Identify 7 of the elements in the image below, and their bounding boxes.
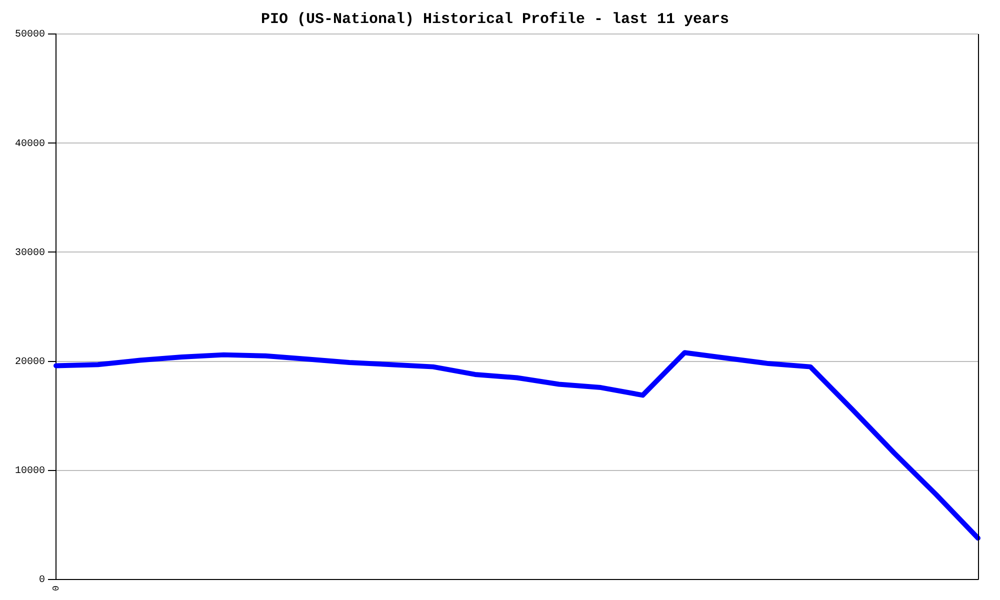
chart-title: PIO (US-National) Historical Profile - last 11 years	[260, 10, 730, 28]
y-tick-label: 30000	[14, 248, 46, 259]
y-tick-label: 20000	[14, 357, 46, 368]
y-tick-label: 10000	[14, 466, 46, 478]
y-tick-label: 50000	[14, 30, 46, 41]
y-tick-label: 0	[38, 575, 46, 586]
y-tick-label: 40000	[14, 138, 46, 150]
